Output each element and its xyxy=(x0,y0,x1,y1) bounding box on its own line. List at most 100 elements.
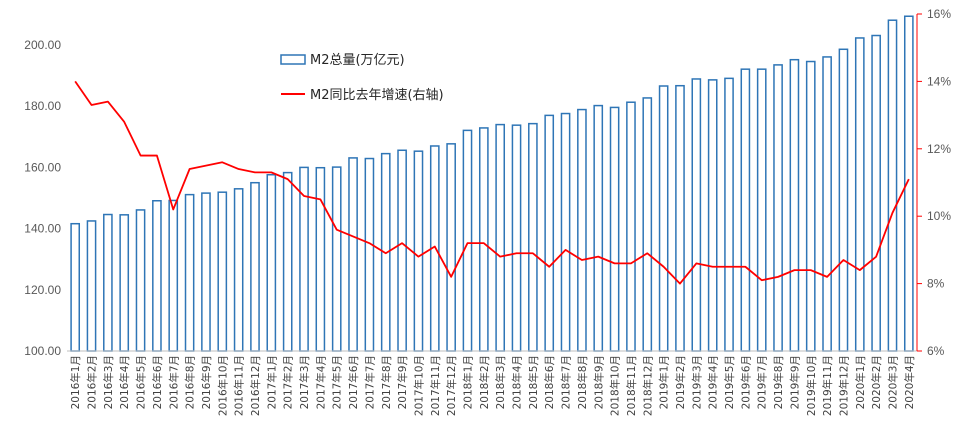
category-label: 2019年2月 xyxy=(674,355,687,409)
category-label: 2017年5月 xyxy=(331,355,344,409)
category-label: 2017年11月 xyxy=(429,355,442,416)
category-label: 2016年10月 xyxy=(216,355,229,416)
category-label: 2018年6月 xyxy=(543,355,556,409)
category-label: 2020年1月 xyxy=(854,355,867,409)
category-label: 2017年10月 xyxy=(412,355,425,416)
axes xyxy=(67,14,918,352)
bar-2019年8月 xyxy=(773,64,783,352)
category-label: 2018年11月 xyxy=(625,355,638,416)
category-label: 2016年7月 xyxy=(167,355,180,409)
bar-2018年2月 xyxy=(478,127,489,352)
category-label: 2017年7月 xyxy=(363,355,376,409)
bar-2017年12月 xyxy=(446,143,456,352)
category-label: 2018年8月 xyxy=(576,355,589,409)
bar-2016年4月 xyxy=(119,214,130,352)
bar-2019年3月 xyxy=(691,78,702,352)
bar-2019年7月 xyxy=(756,68,767,352)
category-label: 2016年6月 xyxy=(151,355,164,409)
bar-2016年11月 xyxy=(233,188,244,352)
right-tick-label: 6% xyxy=(927,344,945,358)
category-label: 2017年6月 xyxy=(347,355,360,409)
right-tick-label: 12% xyxy=(927,142,951,156)
category-label: 2019年11月 xyxy=(821,355,834,416)
bar-2016年3月 xyxy=(103,213,113,352)
bar-2019年1月 xyxy=(658,85,669,352)
category-label: 2018年9月 xyxy=(592,355,605,409)
bar-2018年10月 xyxy=(609,106,620,352)
bar-2018年3月 xyxy=(495,123,506,352)
category-label: 2016年5月 xyxy=(135,355,148,409)
category-label: 2018年10月 xyxy=(609,355,622,416)
bar-2017年2月 xyxy=(282,171,293,352)
category-label: 2016年4月 xyxy=(118,355,131,409)
category-label: 2017年1月 xyxy=(265,355,278,409)
bar-2016年10月 xyxy=(217,191,228,352)
left-tick-label: 200.00 xyxy=(24,38,61,52)
bar-2017年1月 xyxy=(266,173,277,352)
bar-2016年1月 xyxy=(70,222,81,352)
legend-swatch-bar xyxy=(280,54,306,65)
legend-label-m2-growth: M2同比去年增速(右轴) xyxy=(310,88,444,103)
left-axis-ticks: 100.00 120.00 140.00 160.00 180.00 200.00 xyxy=(24,38,61,358)
category-label: 2019年5月 xyxy=(723,355,736,409)
bar-2019年5月 xyxy=(724,77,734,352)
right-tick-label: 10% xyxy=(927,209,951,223)
bar-2018年1月 xyxy=(462,129,473,352)
bar-2016年12月 xyxy=(250,181,260,352)
bar-2018年5月 xyxy=(528,122,538,352)
category-label: 2018年5月 xyxy=(527,355,540,409)
bar-2020年3月 xyxy=(887,19,898,352)
left-tick-label: 160.00 xyxy=(24,160,61,174)
category-label: 2019年10月 xyxy=(805,355,818,416)
category-label: 2017年3月 xyxy=(298,355,311,409)
bar-2017年4月 xyxy=(315,166,326,352)
bar-2017年6月 xyxy=(348,157,358,352)
category-label: 2016年11月 xyxy=(233,355,246,416)
category-label: 2016年3月 xyxy=(102,355,115,409)
bar-2018年6月 xyxy=(544,114,555,352)
bar-2019年4月 xyxy=(707,79,718,352)
right-tick-label: 16% xyxy=(927,7,951,21)
category-label: 2016年9月 xyxy=(200,355,213,409)
category-label: 2019年7月 xyxy=(756,355,769,409)
category-label: 2017年8月 xyxy=(380,355,393,409)
left-tick-label: 100.00 xyxy=(24,344,61,358)
right-tick-label: 14% xyxy=(927,74,951,88)
bar-2018年8月 xyxy=(577,108,587,352)
bar-2016年8月 xyxy=(184,193,195,352)
left-tick-label: 180.00 xyxy=(24,99,61,113)
category-label: 2019年8月 xyxy=(772,355,785,409)
bar-2018年12月 xyxy=(642,97,653,352)
bar-2017年10月 xyxy=(413,150,424,352)
category-label: 2017年4月 xyxy=(314,355,327,409)
right-tick-label: 8% xyxy=(927,277,945,291)
category-axis-labels: 2016年1月 2016年2月 2016年3月 2016年4月 2016年5月 2016年… xyxy=(69,355,916,416)
bar-2019年9月 xyxy=(789,58,800,352)
category-label: 2016年12月 xyxy=(249,355,262,416)
bar-2018年7月 xyxy=(560,112,571,352)
bar-2020年1月 xyxy=(854,37,865,352)
bar-2018年4月 xyxy=(511,124,522,352)
growth-line xyxy=(74,80,910,285)
bar-2016年2月 xyxy=(86,220,97,352)
category-label: 2016年2月 xyxy=(86,355,99,409)
category-label: 2020年3月 xyxy=(886,355,899,409)
right-axis-ticks: 6% 8% 10% 12% 14% 16% xyxy=(917,7,951,358)
category-label: 2018年3月 xyxy=(494,355,507,409)
bar-2016年6月 xyxy=(152,200,162,352)
category-label: 2020年2月 xyxy=(870,355,883,409)
category-label: 2019年1月 xyxy=(658,355,671,409)
bar-2017年7月 xyxy=(364,157,375,352)
category-label: 2019年6月 xyxy=(739,355,752,409)
bar-2016年9月 xyxy=(201,192,211,352)
bar-2016年5月 xyxy=(135,209,146,352)
bar-2017年9月 xyxy=(397,149,407,352)
category-label: 2019年12月 xyxy=(837,355,850,416)
legend-label-m2-total: M2总量(万亿元) xyxy=(310,53,405,68)
category-label: 2017年12月 xyxy=(445,355,458,416)
bar-2018年11月 xyxy=(626,101,636,352)
left-tick-label: 120.00 xyxy=(24,283,61,297)
bar-2019年12月 xyxy=(838,48,849,352)
